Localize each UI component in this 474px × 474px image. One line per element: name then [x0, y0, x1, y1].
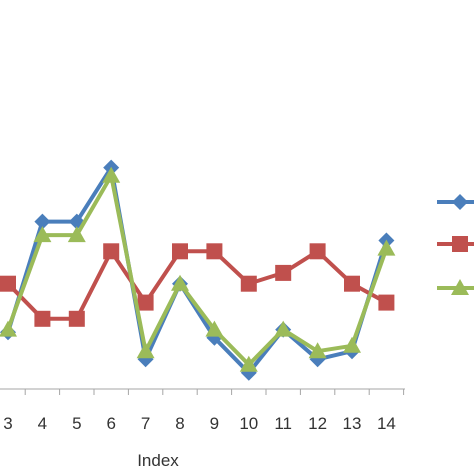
- x-tick-label: 14: [377, 414, 396, 433]
- data-point: [0, 275, 16, 292]
- legend-marker: [452, 194, 468, 210]
- x-tick-label: 10: [239, 414, 258, 433]
- x-axis-ticks: [24, 389, 405, 395]
- data-point: [274, 320, 293, 337]
- x-tick-label: 6: [106, 414, 115, 433]
- data-point: [136, 342, 155, 359]
- x-tick-label: 3: [3, 414, 12, 433]
- data-point: [240, 275, 257, 292]
- x-tick-label: 9: [210, 414, 219, 433]
- data-point: [275, 264, 292, 281]
- series-3: [0, 166, 396, 372]
- x-tick-label: 4: [38, 414, 47, 433]
- data-point: [343, 336, 361, 353]
- series-layer: [0, 159, 396, 381]
- series-line: [6, 173, 389, 367]
- x-tick-label: 13: [343, 414, 362, 433]
- x-tick-label: 12: [308, 414, 327, 433]
- data-point: [33, 226, 52, 243]
- data-point: [102, 166, 121, 183]
- data-point: [172, 243, 188, 260]
- x-tick-label: 5: [72, 414, 81, 433]
- legend-entry-2: [437, 236, 474, 252]
- series-line: [6, 165, 389, 375]
- legend-entry-1: [437, 194, 474, 210]
- legend-entry-3: [437, 279, 474, 295]
- legend-marker: [451, 279, 469, 295]
- data-point: [344, 275, 360, 292]
- data-point: [377, 239, 396, 256]
- data-point: [309, 243, 326, 260]
- data-point: [205, 320, 224, 337]
- x-tick-label: 7: [141, 414, 150, 433]
- data-point: [68, 310, 85, 327]
- data-point: [308, 342, 327, 359]
- data-point: [171, 274, 189, 291]
- data-point: [103, 243, 120, 260]
- legend-marker: [452, 236, 468, 252]
- data-point: [239, 355, 258, 372]
- data-point: [34, 213, 51, 230]
- x-axis-tick-labels: 3 4 5 6 7 8 9 10 11 12 13 14: [3, 414, 396, 433]
- legend: [437, 194, 474, 295]
- data-point: [67, 226, 86, 243]
- data-point: [0, 320, 17, 337]
- series-2: [0, 243, 395, 327]
- data-point: [206, 243, 223, 260]
- x-tick-label: 8: [175, 414, 184, 433]
- data-point: [137, 294, 154, 311]
- x-axis-title: Index: [137, 451, 179, 470]
- data-point: [34, 310, 51, 327]
- data-point: [378, 294, 395, 311]
- x-tick-label: 11: [274, 414, 292, 433]
